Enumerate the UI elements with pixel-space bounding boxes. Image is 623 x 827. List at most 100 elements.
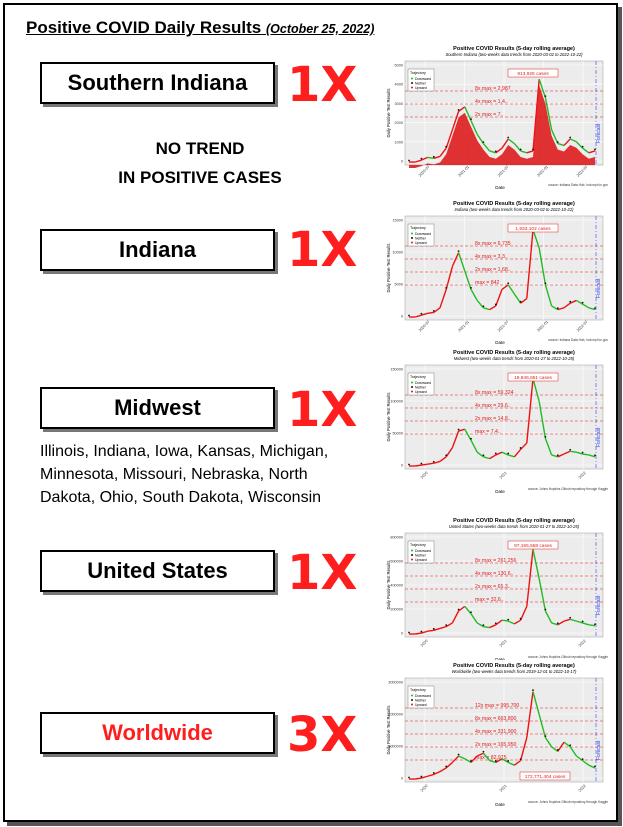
data-point bbox=[470, 287, 472, 289]
data-point bbox=[482, 750, 485, 753]
data-point bbox=[445, 765, 448, 768]
trend-note: NO TREND IN POSITIVE CASES bbox=[100, 134, 300, 192]
series-segment bbox=[544, 438, 553, 456]
series-segment bbox=[470, 755, 478, 763]
chart-source: source: Johns Hopkins Github repository … bbox=[528, 655, 608, 659]
series-segment bbox=[557, 453, 565, 458]
x-tick-label: 2021 bbox=[499, 784, 508, 793]
x-tick-label: 2022-01 bbox=[536, 320, 549, 333]
legend-box bbox=[407, 223, 435, 247]
series-segment bbox=[538, 401, 547, 439]
threshold-label: max = 82,975 bbox=[475, 755, 507, 761]
series-segment bbox=[551, 622, 558, 626]
series-segment bbox=[470, 120, 478, 135]
chart-source: source: Indiana Data Hub, hub.mph.in.gov bbox=[548, 338, 608, 342]
x-tick-label: 2020 bbox=[420, 471, 429, 480]
series-segment bbox=[563, 450, 571, 455]
y-tick-label: 15000 bbox=[392, 219, 403, 223]
data-point bbox=[569, 136, 572, 139]
series-segment bbox=[532, 79, 540, 152]
y-tick-label: 600000 bbox=[390, 560, 403, 564]
threshold-label: 2x max = 165,950 bbox=[475, 742, 516, 748]
threshold-label: 2x max = 7.. bbox=[475, 112, 503, 118]
series-segment bbox=[445, 129, 454, 149]
series-segment bbox=[544, 737, 553, 748]
region-united-states: United States bbox=[40, 550, 275, 592]
series-segment bbox=[501, 451, 509, 456]
chart-source: source: Johns Hopkins Github repository … bbox=[528, 800, 608, 804]
series-segment bbox=[563, 618, 571, 622]
y-axis-label: Daily Positive Test Results bbox=[386, 705, 391, 754]
x-axis-label: Date bbox=[495, 340, 505, 345]
series-segment bbox=[445, 266, 454, 290]
y-tick-label: 50000 bbox=[392, 432, 403, 436]
series-segment bbox=[489, 305, 497, 311]
series-segment bbox=[427, 462, 434, 465]
chart-svg: Positive COVID Results (5-day rolling av… bbox=[386, 518, 608, 662]
data-point bbox=[581, 301, 584, 304]
region-worldwide: Worldwide bbox=[40, 712, 275, 754]
series-segment bbox=[526, 150, 534, 154]
data-point bbox=[470, 118, 472, 120]
chart-subtitle: Indiana (two-weeks data trends from 2020… bbox=[455, 207, 575, 212]
data-point bbox=[519, 617, 522, 620]
series-segment bbox=[476, 451, 484, 458]
series-segment bbox=[464, 605, 472, 615]
series-segment bbox=[532, 229, 540, 249]
data-point bbox=[457, 250, 460, 252]
threshold-label: 4x max = 29,6.. bbox=[475, 403, 511, 409]
y-tick-label: 0 bbox=[401, 315, 403, 319]
y-tick-label: 800000 bbox=[390, 536, 403, 540]
data-point bbox=[457, 753, 460, 756]
cases-label: 913,926 cases bbox=[517, 71, 549, 77]
series-segment bbox=[557, 620, 565, 626]
multiplier-indiana: 1X bbox=[287, 222, 358, 278]
x-tick-label: 2020 bbox=[420, 639, 429, 648]
region-label: Indiana bbox=[118, 237, 196, 262]
series-segment bbox=[489, 454, 497, 460]
data-point bbox=[519, 758, 522, 760]
series-segment bbox=[526, 378, 534, 444]
legend-title: Trajectory bbox=[410, 688, 426, 692]
series-segment bbox=[445, 761, 453, 769]
data-point bbox=[408, 776, 410, 779]
legend-entry: Neither bbox=[415, 237, 427, 241]
series-segment bbox=[483, 456, 490, 460]
series-segment bbox=[439, 625, 447, 630]
series-segment bbox=[464, 270, 472, 290]
cases-box bbox=[519, 771, 571, 781]
legend-marker bbox=[411, 386, 413, 388]
x-tick-label: 2020-07 bbox=[418, 320, 431, 333]
series-segment bbox=[582, 453, 589, 456]
chart-title: Positive COVID Results (5-day rolling av… bbox=[453, 350, 575, 356]
data-point bbox=[581, 451, 584, 454]
series-segment bbox=[569, 746, 577, 757]
data-point bbox=[494, 622, 497, 625]
x-tick-label: 2021 bbox=[499, 639, 508, 648]
series-segment bbox=[495, 758, 503, 764]
y-tick-label: 1000 bbox=[395, 140, 403, 144]
data-point bbox=[482, 454, 485, 457]
series-segment bbox=[526, 229, 534, 299]
x-tick-label: 2020-07 bbox=[418, 165, 431, 178]
threshold-label: 2x max = 65,3.. bbox=[475, 584, 511, 590]
cases-label: 1,933,102 cases bbox=[515, 226, 551, 232]
series-segment bbox=[451, 430, 460, 448]
x-tick-label: 2021-07 bbox=[497, 165, 510, 178]
x-tick-label: 2021-01 bbox=[457, 320, 470, 333]
series-segment bbox=[582, 147, 590, 154]
legend-marker bbox=[411, 558, 413, 561]
series-segment bbox=[514, 619, 521, 625]
series-segment bbox=[415, 159, 422, 163]
threshold-label: 8x max = 663,800 bbox=[475, 716, 516, 722]
series-segment bbox=[557, 307, 565, 311]
data-point bbox=[594, 148, 596, 151]
series-segment bbox=[582, 622, 589, 626]
threshold-label: 8x max = 2,987 bbox=[475, 86, 511, 92]
series-segment bbox=[501, 619, 509, 622]
series-segment bbox=[526, 691, 534, 738]
data-point bbox=[420, 462, 423, 465]
data-point bbox=[519, 148, 522, 151]
series-segment bbox=[588, 307, 596, 311]
cases-label: 19,846,651 cases bbox=[514, 375, 552, 381]
